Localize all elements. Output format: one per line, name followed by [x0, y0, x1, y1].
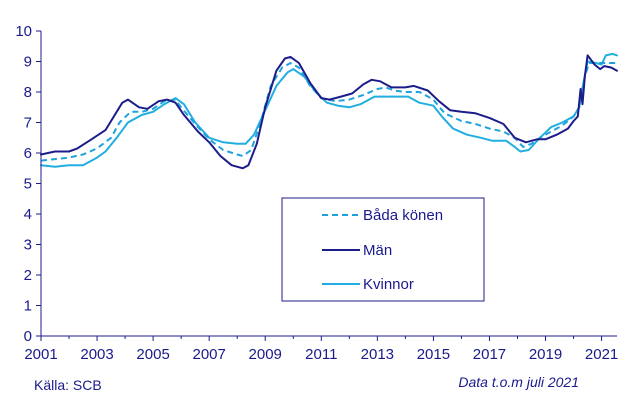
x-tick-label: 2017: [473, 346, 506, 363]
plot-area: [40, 52, 618, 170]
legend: Båda könen Män Kvinnor: [281, 197, 485, 302]
series-line-1: [40, 54, 618, 170]
x-tick-label: 2003: [80, 346, 113, 363]
y-tick-label: 0: [24, 328, 32, 345]
x-tick-label: 2007: [192, 346, 225, 363]
x-tick-label: 2005: [136, 346, 169, 363]
legend-label-0: Båda könen: [363, 207, 443, 224]
y-tick-label: 10: [15, 23, 32, 40]
legend-label-2: Kvinnor: [363, 276, 414, 293]
data-note: Data t.o.m juli 2021: [458, 374, 579, 390]
x-tick-label: 2019: [529, 346, 562, 363]
legend-label-1: Män: [363, 242, 392, 259]
series-line-2: [40, 52, 618, 168]
series-line-0: [40, 62, 617, 162]
y-tick-label: 6: [24, 145, 32, 162]
x-tick-label: 2013: [361, 346, 394, 363]
y-tick-label: 2: [24, 267, 32, 284]
x-tick-label: 2015: [417, 346, 450, 363]
source-label: Källa: SCB: [34, 377, 102, 393]
legend-box: [281, 197, 485, 302]
y-tick-label: 4: [24, 206, 32, 223]
y-tick-label: 7: [24, 115, 32, 132]
axes: 0 1 2 3 4 5 6 7 8 9 10 2001 2003 2005 2007 2009 2011 2013…: [15, 23, 618, 363]
x-tick-label: 2001: [24, 346, 57, 363]
x-tick-label: 2011: [305, 346, 337, 363]
y-tick-label: 5: [24, 176, 32, 193]
x-tick-label: 2009: [249, 346, 282, 363]
y-tick-label: 3: [24, 237, 32, 254]
y-tick-label: 9: [24, 54, 32, 71]
x-tick-label: 2021: [585, 346, 618, 363]
y-tick-label: 1: [24, 298, 32, 315]
y-tick-label: 8: [24, 84, 32, 101]
